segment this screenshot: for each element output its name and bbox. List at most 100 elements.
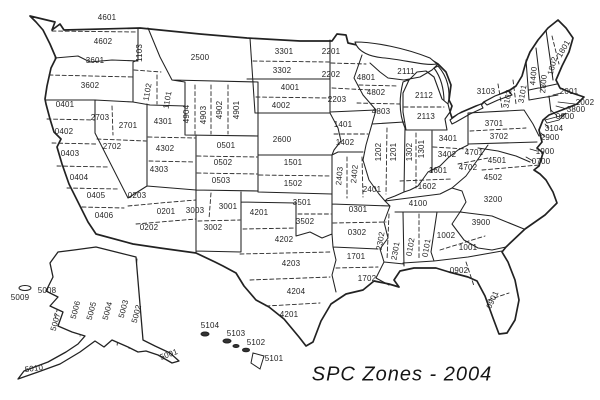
zone-label: 1601 (428, 166, 448, 175)
hawaii-islands (200, 331, 265, 370)
hawaii-island (222, 338, 232, 344)
zone-label: 1802 (545, 55, 560, 77)
zone-label: 4202 (274, 235, 294, 244)
lake-erie (449, 103, 484, 125)
zone-label: 1202 (374, 142, 383, 162)
zone-label: 1101 (161, 90, 174, 110)
zone-label: 1801 (555, 38, 573, 60)
zone-label: 4903 (199, 105, 208, 125)
zone-label: 0503 (211, 176, 231, 185)
zone-label: 5007 (48, 311, 63, 333)
zone-label: 3900 (471, 218, 491, 227)
callout-leader-lines (525, 92, 576, 162)
zone-label: 3401 (438, 134, 458, 143)
zone-label: 3003 (185, 206, 205, 215)
zone-label: 4204 (286, 287, 306, 296)
zone-label: 0404 (69, 173, 89, 182)
zone-label: 0501 (216, 141, 236, 150)
zone-label: 2113 (416, 112, 436, 121)
zone-label: 4001 (280, 83, 300, 92)
zone-label: 4802 (366, 88, 386, 97)
zone-label: 2112 (414, 91, 434, 100)
zone-label: 3402 (437, 150, 457, 159)
map-title: SPC Zones - 2004 (311, 363, 493, 386)
zone-label: 5104 (200, 321, 220, 330)
zone-label: 1302 (405, 142, 414, 162)
zone-label: 5009 (10, 293, 30, 302)
zone-label: 3001 (218, 202, 238, 211)
zone-label: 0203 (127, 191, 147, 200)
zone-label: 2702 (102, 142, 122, 151)
zone-label: 5004 (100, 300, 115, 322)
zone-label: 4502 (483, 173, 503, 182)
zone-label: 1102 (141, 82, 154, 102)
zone-label: 0401 (55, 100, 75, 109)
zone-label: 1602 (417, 182, 437, 191)
zone-label: 4702 (458, 163, 478, 172)
zone-label: 4100 (408, 199, 428, 208)
zone-label: 4601 (97, 13, 117, 22)
zone-label: 4002 (271, 101, 291, 110)
zone-label: 3103 (476, 87, 496, 96)
lake-ontario (483, 90, 513, 106)
zone-label: 0502 (213, 158, 233, 167)
zone-label: 2900 (540, 133, 560, 142)
zone-label: 1103 (135, 43, 144, 63)
zone-label: 0600 (555, 112, 575, 121)
zone-label: 4303 (149, 165, 169, 174)
zone-label: 3701 (484, 119, 504, 128)
zone-label: 5102 (246, 338, 266, 347)
zone-label: 1702 (357, 274, 377, 283)
zone-label: 3101 (516, 83, 529, 104)
zone-label: 2402 (349, 164, 360, 184)
zone-label: 5008 (37, 286, 57, 295)
zone-label: 2401 (362, 185, 382, 194)
zone-label: 3104 (544, 124, 564, 133)
zone-label: 1001 (458, 243, 478, 252)
zone-label: 1501 (283, 158, 303, 167)
zone-label: 0301 (348, 205, 368, 214)
zone-label: 3502 (295, 217, 315, 226)
hawaii-island (232, 344, 240, 348)
zone-label: 4904 (182, 104, 191, 124)
aleutian-island (18, 285, 32, 291)
hawaii-island (200, 331, 210, 337)
hawaii-island (242, 347, 250, 353)
state-borders (44, 27, 559, 293)
zone-label: 2800 (538, 74, 549, 94)
zone-label: 3601 (85, 56, 105, 65)
zone-label: 1301 (417, 139, 426, 159)
zone-label: 1502 (283, 179, 303, 188)
zone-label: 0101 (420, 237, 433, 258)
zone-label: 3702 (489, 132, 509, 141)
zone-label: 4901 (232, 100, 241, 120)
zone-label: 0201 (156, 207, 176, 216)
zone-label: 1002 (436, 231, 456, 240)
zone-label: 2302 (374, 230, 387, 251)
zone-label: 1402 (335, 138, 355, 147)
zone-label: 3301 (274, 47, 294, 56)
zone-label: 3002 (203, 223, 223, 232)
zone-label: 2703 (90, 113, 110, 122)
zone-label: 0403 (60, 149, 80, 158)
zone-label: 2600 (272, 135, 292, 144)
zone-label: 4803 (371, 107, 391, 116)
zone-label: 2201 (321, 47, 341, 56)
zone-label: 4501 (487, 156, 507, 165)
zone-label: 4801 (356, 73, 376, 82)
zone-label: 2001 (559, 87, 579, 96)
zone-label: 2202 (321, 70, 341, 79)
michigan-lower-peninsula (402, 70, 451, 131)
zone-label: 3302 (272, 66, 292, 75)
hawaii-big-island (250, 352, 265, 370)
zone-label: 2203 (327, 95, 347, 104)
zone-label: 4201 (279, 310, 299, 319)
zone-label: 0406 (94, 211, 114, 220)
zone-label: 0402 (54, 127, 74, 136)
zone-label: 1701 (346, 252, 366, 261)
zone-label: 0405 (86, 191, 106, 200)
zone-label: 0902 (449, 266, 469, 275)
